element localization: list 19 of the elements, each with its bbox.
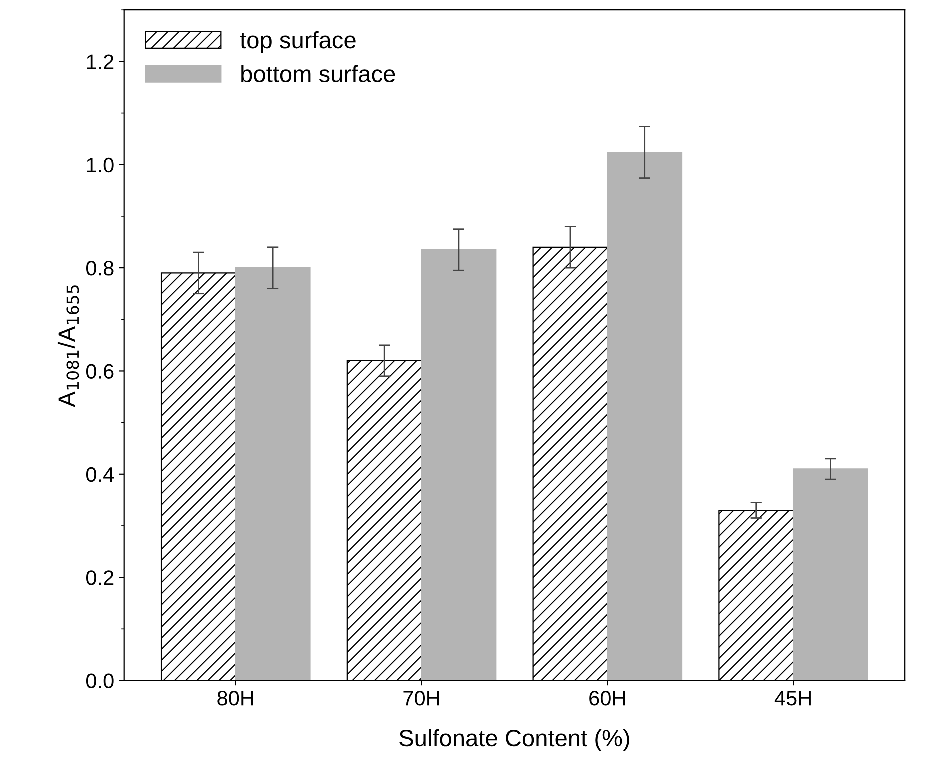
- bar: [607, 152, 683, 681]
- y-tick-label: 1.2: [87, 54, 114, 70]
- legend-label: top surface: [240, 31, 356, 54]
- x-axis-title: Sulfonate Content (%): [400, 729, 630, 752]
- bar: [421, 249, 497, 681]
- y-axis-title: A$_{1081}$/A$_{1655}$: [58, 286, 80, 408]
- bar: [235, 267, 311, 681]
- x-tick-label: 60H: [590, 691, 626, 706]
- x-tick-label: 80H: [218, 691, 254, 706]
- y-tick-label: 0.8: [86, 261, 114, 276]
- x-tick-label: 70H: [404, 691, 440, 706]
- y-tick-label: 0.6: [86, 364, 114, 379]
- y-tick-label: 0.4: [86, 467, 114, 482]
- y-tick-label: 0.0: [86, 674, 114, 689]
- x-tick-label: 45H: [774, 691, 811, 706]
- y-tick-label: 0.2: [86, 570, 114, 586]
- y-tick-label: 1.0: [87, 158, 114, 173]
- bar: [792, 468, 868, 681]
- legend-label: bottom surface: [242, 65, 396, 83]
